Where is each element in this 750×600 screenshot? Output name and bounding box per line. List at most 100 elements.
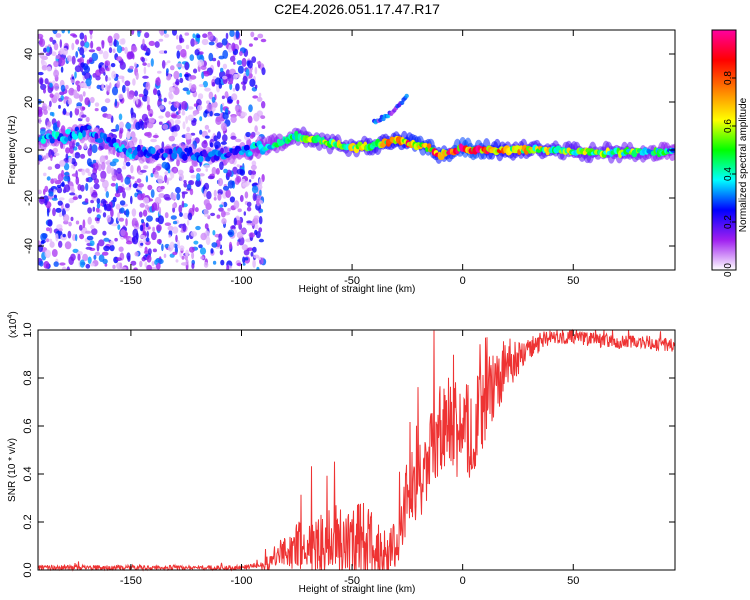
noise-speckle: [59, 159, 66, 167]
noise-speckle: [197, 104, 203, 111]
noise-speckle: [92, 73, 97, 78]
noise-speckle: [244, 257, 249, 261]
noise-speckle: [122, 190, 126, 199]
noise-speckle: [105, 203, 112, 212]
noise-speckle: [38, 160, 41, 165]
noise-speckle: [140, 169, 147, 173]
noise-speckle: [209, 142, 214, 148]
noise-speckle: [44, 185, 49, 193]
noise-speckle: [54, 163, 61, 169]
noise-speckle: [51, 112, 55, 117]
noise-speckle: [61, 181, 65, 188]
y-tick-label: 0: [23, 147, 35, 153]
noise-speckle: [242, 182, 249, 188]
noise-speckle: [135, 121, 141, 131]
noise-speckle: [229, 82, 233, 90]
noise-speckle: [87, 171, 92, 176]
noise-speckle: [109, 161, 117, 167]
noise-speckle: [204, 87, 211, 92]
noise-speckle: [156, 238, 162, 245]
noise-speckle: [175, 186, 181, 194]
noise-speckle: [242, 75, 248, 85]
y-tick-label: 0.8: [22, 370, 34, 385]
noise-speckle: [223, 168, 228, 174]
noise-speckle: [243, 249, 250, 256]
noise-speckle: [236, 60, 243, 66]
noise-speckle: [79, 32, 85, 40]
noise-speckle: [252, 259, 256, 268]
noise-speckle: [205, 236, 211, 246]
noise-speckle: [149, 113, 153, 117]
noise-speckle: [194, 207, 199, 213]
noise-speckle: [147, 63, 151, 68]
noise-speckle: [236, 231, 244, 239]
noise-speckle: [77, 253, 81, 261]
noise-speckle: [130, 195, 133, 205]
noise-speckle: [142, 197, 150, 205]
noise-speckle: [182, 223, 187, 232]
noise-speckle: [118, 246, 124, 252]
snr-frame: [37, 329, 676, 571]
ridge-mark: [127, 147, 133, 153]
noise-speckle: [243, 211, 246, 216]
noise-speckle: [76, 105, 82, 110]
noise-speckle: [181, 100, 188, 110]
noise-speckle: [119, 38, 125, 45]
colorbar-tick-label: 0.8: [723, 71, 734, 85]
noise-speckle: [253, 37, 259, 41]
noise-speckle: [226, 264, 230, 270]
noise-speckle: [141, 57, 145, 63]
noise-speckle: [75, 234, 78, 242]
noise-speckle: [85, 263, 91, 269]
noise-speckle: [87, 216, 92, 225]
noise-speckle: [183, 182, 188, 188]
noise-speckle: [107, 35, 113, 44]
noise-speckle: [65, 203, 70, 209]
noise-speckle: [51, 51, 57, 56]
noise-speckle: [89, 30, 93, 35]
noise-speckle: [183, 180, 187, 183]
noise-speckle: [43, 172, 47, 177]
noise-speckle: [215, 116, 222, 126]
noise-speckle: [208, 91, 214, 100]
noise-speckle: [147, 226, 151, 230]
noise-speckle: [179, 72, 183, 78]
noise-speckle: [85, 177, 89, 182]
noise-speckle: [99, 203, 103, 207]
noise-speckle: [48, 149, 55, 159]
noise-speckle: [174, 119, 181, 125]
noise-speckle: [72, 248, 79, 253]
noise-speckle: [115, 124, 120, 132]
noise-speckle: [204, 124, 210, 130]
noise-speckle: [120, 175, 124, 183]
x-tick-label: -50: [344, 275, 360, 287]
noise-speckle: [150, 58, 154, 67]
noise-speckle: [133, 267, 138, 270]
colorbar-label: Normalized spectral amplitude: [738, 97, 749, 232]
noise-speckle: [212, 230, 216, 236]
noise-speckle: [96, 46, 102, 51]
noise-speckle: [147, 248, 152, 255]
noise-speckle: [134, 90, 139, 97]
spectrogram-panel: -150 -100 -50 0 50 -40 -20 0 20 40 Height of str…: [7, 29, 676, 295]
noise-speckle: [220, 141, 227, 145]
noise-speckle: [239, 51, 243, 56]
noise-speckle: [81, 71, 86, 76]
noise-speckle: [138, 211, 143, 218]
noise-speckle: [84, 34, 87, 43]
noise-speckle: [229, 265, 233, 269]
noise-speckle: [80, 184, 85, 192]
noise-speckle: [68, 221, 72, 227]
noise-speckle: [116, 167, 122, 174]
noise-speckle: [207, 129, 211, 133]
noise-speckle: [202, 80, 208, 88]
noise-speckle: [48, 238, 53, 242]
noise-speckle: [119, 207, 125, 214]
noise-speckle: [250, 164, 257, 170]
ridge-mark: [247, 151, 253, 156]
noise-speckle: [210, 248, 214, 254]
noise-speckle: [212, 260, 217, 265]
noise-speckle: [71, 55, 76, 65]
x-tick-label: 50: [567, 575, 579, 587]
noise-speckle: [166, 75, 171, 81]
